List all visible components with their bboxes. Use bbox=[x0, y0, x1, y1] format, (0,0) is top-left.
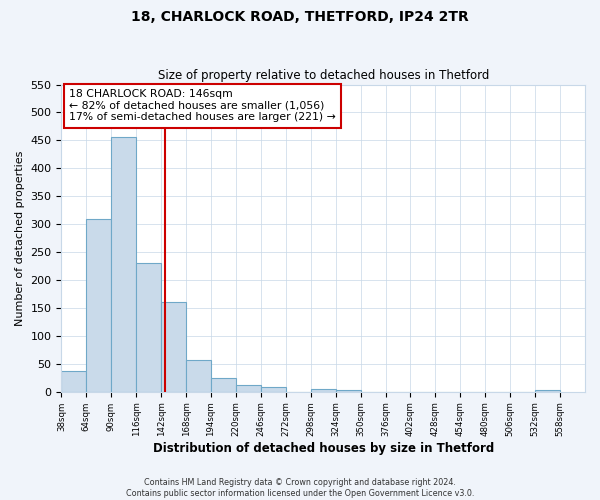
X-axis label: Distribution of detached houses by size in Thetford: Distribution of detached houses by size … bbox=[152, 442, 494, 455]
Bar bbox=[211, 378, 236, 392]
Bar bbox=[261, 387, 286, 392]
Bar bbox=[161, 302, 186, 392]
Text: Contains HM Land Registry data © Crown copyright and database right 2024.
Contai: Contains HM Land Registry data © Crown c… bbox=[126, 478, 474, 498]
Text: 18 CHARLOCK ROAD: 146sqm
← 82% of detached houses are smaller (1,056)
17% of sem: 18 CHARLOCK ROAD: 146sqm ← 82% of detach… bbox=[69, 89, 336, 122]
Bar bbox=[111, 137, 136, 392]
Bar bbox=[236, 385, 261, 392]
Y-axis label: Number of detached properties: Number of detached properties bbox=[15, 150, 25, 326]
Bar bbox=[86, 218, 111, 392]
Bar bbox=[61, 370, 86, 392]
Bar bbox=[186, 360, 211, 392]
Bar bbox=[535, 390, 560, 392]
Bar bbox=[335, 390, 361, 392]
Bar bbox=[136, 264, 161, 392]
Bar bbox=[311, 389, 335, 392]
Text: 18, CHARLOCK ROAD, THETFORD, IP24 2TR: 18, CHARLOCK ROAD, THETFORD, IP24 2TR bbox=[131, 10, 469, 24]
Title: Size of property relative to detached houses in Thetford: Size of property relative to detached ho… bbox=[158, 69, 489, 82]
